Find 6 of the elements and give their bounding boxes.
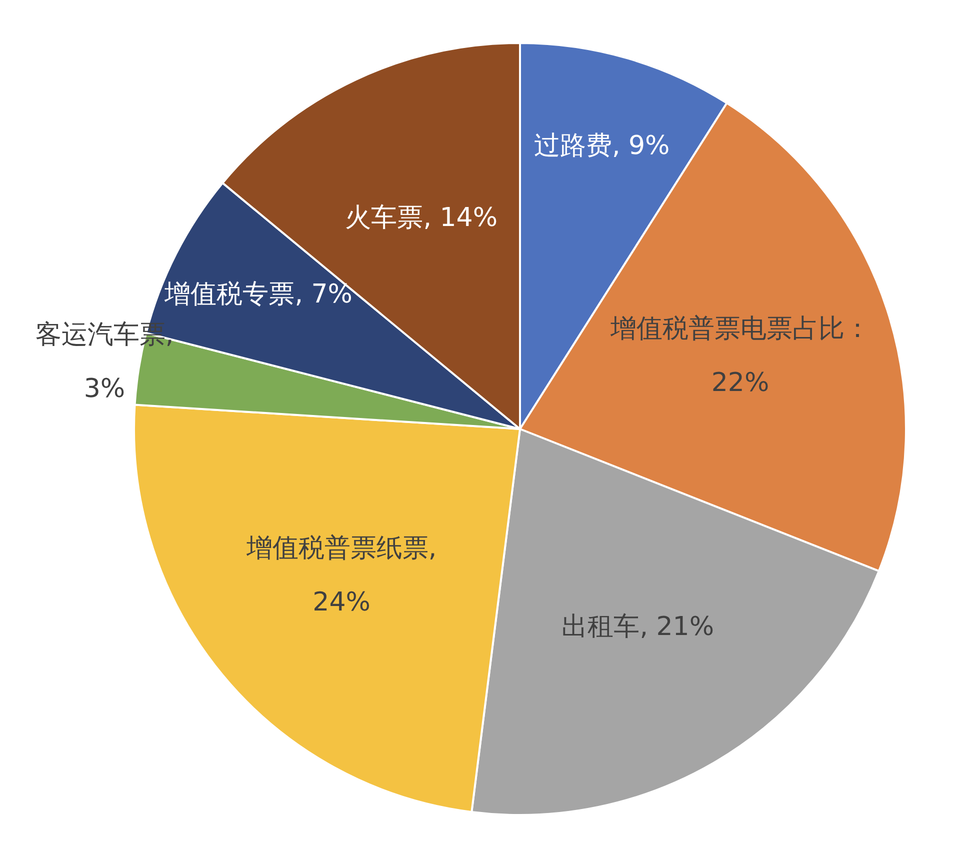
slice-label: 增值税专票, 7% <box>164 280 353 310</box>
slice-label: 过路费, 9% <box>534 131 670 162</box>
slice-label: 增值税普票电票占比：22% <box>609 314 870 398</box>
slice-label: 火车票, 14% <box>345 203 498 234</box>
slice-label: 增值税普票纸票, 24% <box>245 533 437 618</box>
slice-label: 出租车, 21% <box>562 612 714 642</box>
